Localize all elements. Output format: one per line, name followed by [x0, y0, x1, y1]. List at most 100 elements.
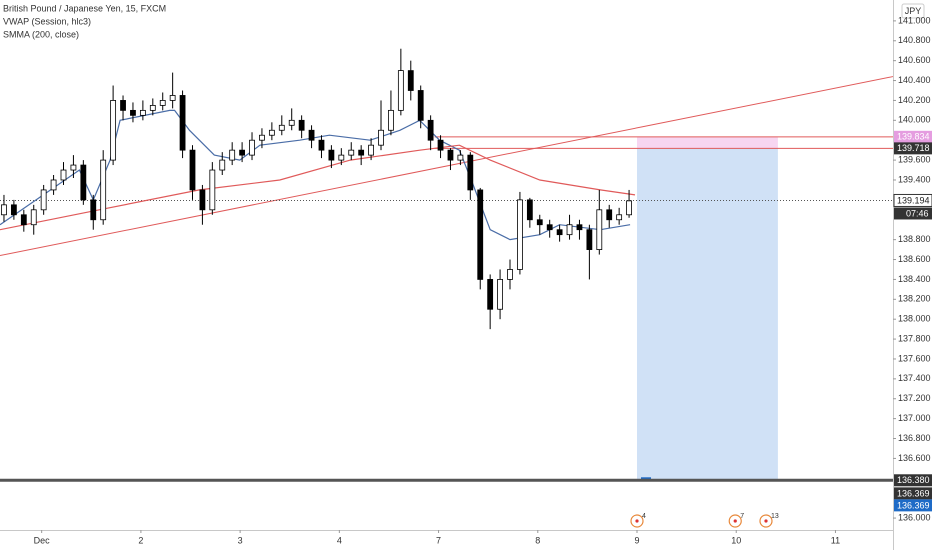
- y-tick-label: 137.000: [898, 413, 931, 423]
- y-tick-label: 140.200: [898, 95, 931, 105]
- candle-body: [546, 224, 553, 231]
- candle-body: [149, 105, 156, 111]
- candle-body: [397, 70, 404, 111]
- candle-body: [328, 149, 335, 161]
- candle-body: [239, 149, 246, 156]
- candle-body: [358, 149, 365, 156]
- candle-body: [219, 159, 226, 171]
- candle-body: [417, 90, 424, 121]
- candle-body: [159, 100, 166, 106]
- candle-body: [249, 139, 255, 156]
- target-tag-bg: [894, 474, 932, 487]
- y-tick-label: 138.000: [898, 314, 931, 324]
- y-tick-label: 138.600: [898, 254, 931, 264]
- extra-tag: 136.369: [897, 500, 930, 510]
- x-tick-label: 4: [337, 535, 342, 545]
- entry-tag: 139.718: [897, 143, 930, 153]
- candle-body: [526, 199, 533, 221]
- target-tag: 136.380: [897, 475, 930, 485]
- stop-tag: 139.834: [897, 132, 930, 142]
- candle-body: [497, 279, 503, 310]
- candle-body: [189, 149, 196, 191]
- last-price-tag: 139.194: [897, 195, 930, 205]
- candle-body: [298, 119, 305, 131]
- candle-body: [229, 149, 236, 161]
- candle-body: [268, 129, 275, 136]
- candle-body: [100, 159, 107, 221]
- candle-body: [70, 164, 77, 171]
- countdown: 07:46: [906, 208, 929, 218]
- x-tick-label: 3: [238, 535, 243, 545]
- candle-body: [179, 95, 186, 151]
- y-tick-label: 139.400: [898, 174, 931, 184]
- candle-body: [388, 109, 394, 131]
- candle-body: [169, 95, 176, 101]
- candle-body: [1, 204, 7, 216]
- y-tick-label: 140.800: [898, 35, 931, 45]
- candle-body: [507, 269, 513, 280]
- x-tick-label: Dec: [34, 535, 51, 545]
- indicator-line: [0, 109, 631, 241]
- x-tick-label: 8: [535, 535, 540, 545]
- chart-title: British Pound / Japanese Yen, 15, FXCM: [3, 3, 166, 13]
- candle-body: [308, 129, 315, 141]
- candle-body: [606, 209, 613, 221]
- last-price-tag-bg: [893, 193, 932, 207]
- candle-body: [586, 229, 593, 250]
- candle-body: [60, 169, 67, 181]
- stop-zone: [637, 136, 778, 149]
- event-dot: [733, 519, 737, 523]
- target-zone: [637, 148, 778, 481]
- extra-tag-bg: [894, 487, 932, 500]
- candle-body: [626, 200, 632, 216]
- candle-body: [318, 139, 325, 151]
- event-count: 4: [642, 513, 646, 520]
- legend-entry: VWAP (Session, hlc3): [3, 16, 91, 26]
- y-tick-label: 136.600: [898, 453, 931, 463]
- y-tick-label: 140.000: [898, 115, 931, 125]
- y-tick-label: 137.600: [898, 353, 931, 363]
- countdown-bg: [894, 207, 932, 220]
- y-tick-label: 136.000: [898, 512, 931, 522]
- candle-body: [288, 119, 295, 126]
- y-tick-label: 139.600: [898, 154, 931, 164]
- candle-body: [427, 119, 434, 141]
- x-tick-label: 7: [436, 535, 441, 545]
- candle-body: [278, 124, 285, 131]
- candle-body: [139, 109, 146, 116]
- candle-body: [407, 70, 414, 91]
- event-dot: [635, 519, 639, 523]
- x-tick-label: 11: [831, 535, 840, 545]
- candle-body: [447, 149, 454, 161]
- y-tick-label: 137.200: [898, 393, 931, 403]
- candle-body: [477, 189, 484, 280]
- extra-tag-bg: [894, 499, 932, 512]
- y-tick-label: 136.800: [898, 433, 931, 443]
- candle-body: [30, 209, 37, 226]
- candle-body: [517, 199, 523, 270]
- candle-body: [596, 209, 603, 250]
- indicator-line: [0, 144, 636, 231]
- x-tick-label: 9: [634, 535, 639, 545]
- candle-body: [576, 224, 583, 231]
- y-tick-label: 138.200: [898, 294, 931, 304]
- x-tick-label: 2: [138, 535, 143, 545]
- candle-body: [50, 179, 57, 191]
- trendline: [0, 76, 894, 257]
- candle-body: [209, 169, 216, 211]
- x-tick-label: 10: [731, 535, 741, 545]
- event-dot: [764, 519, 768, 523]
- candle-body: [368, 144, 374, 156]
- y-tick-label: 137.400: [898, 373, 931, 383]
- candle-body: [120, 100, 126, 111]
- candle-body: [10, 204, 17, 216]
- candle-body: [80, 164, 87, 201]
- currency-box[interactable]: [901, 3, 925, 19]
- y-tick-label: 138.400: [898, 274, 931, 284]
- candle-body: [457, 154, 464, 161]
- y-tick-label: 140.600: [898, 55, 931, 65]
- currency[interactable]: JPY: [905, 6, 922, 16]
- event-count: 13: [771, 513, 779, 520]
